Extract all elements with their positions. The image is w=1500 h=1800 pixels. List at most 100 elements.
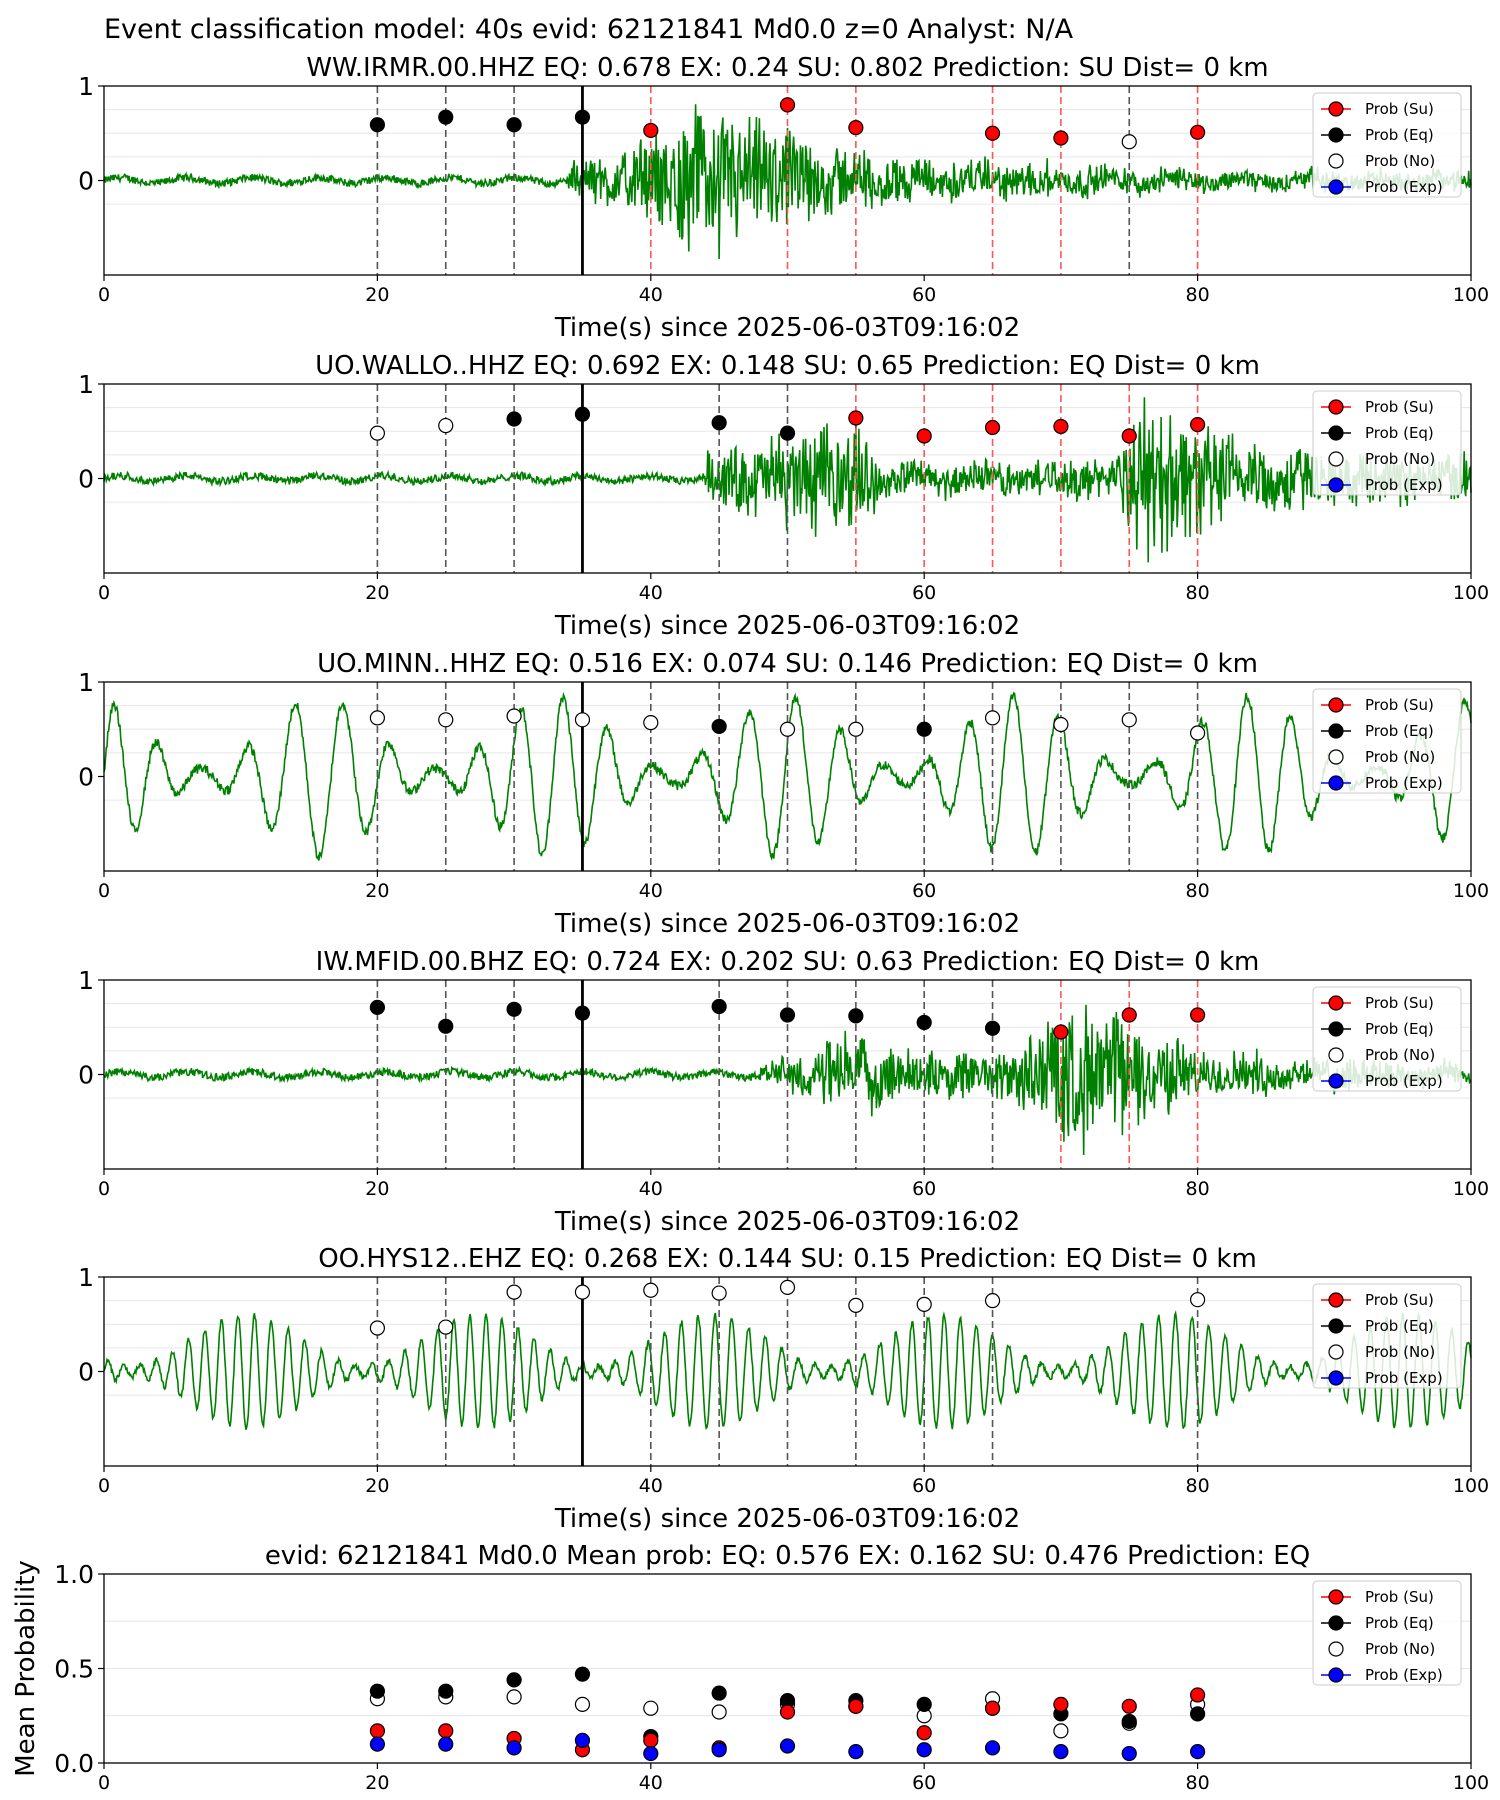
mean-point-no-30 <box>506 1689 522 1705</box>
y-tick-label: 0.0 <box>54 1749 94 1778</box>
x-tick-label: 0 <box>98 1178 110 1200</box>
prob-point-no-75 <box>1121 712 1137 728</box>
x-tick-label: 40 <box>639 582 663 604</box>
subplot-title: UO.WALLO..HHZ EQ: 0.692 EX: 0.148 SU: 0.… <box>315 351 1260 381</box>
x-tick-label: 100 <box>1453 1178 1489 1200</box>
subplot-4: IW.MFID.00.BHZ EQ: 0.724 EX: 0.202 SU: 0… <box>78 947 1489 1237</box>
mean-point-exp-65 <box>984 1740 1001 1756</box>
legend-label: Prob (Su) <box>1365 100 1434 118</box>
prob-point-eq-45 <box>711 415 727 431</box>
subplot-5: OO.HYS12..EHZ EQ: 0.268 EX: 0.144 SU: 0.… <box>78 1244 1489 1534</box>
mean-point-exp-60 <box>916 1742 932 1758</box>
legend-box <box>1312 986 1462 1092</box>
legend-marker <box>1328 477 1344 493</box>
y-tick-label: 0.5 <box>54 1655 94 1684</box>
prob-point-no-30 <box>506 1284 522 1300</box>
legend-label: Prob (Exp) <box>1365 1666 1443 1684</box>
x-axis-label: Time(s) since 2025-06-03T09:16:02 <box>554 1504 1020 1534</box>
prob-point-su-70 <box>1053 418 1069 435</box>
prob-point-su-70 <box>1053 130 1069 146</box>
prob-point-eq-60 <box>916 721 932 737</box>
y-tick-label: 0 <box>78 1061 94 1090</box>
prob-point-su-60 <box>916 428 932 444</box>
legend-marker <box>1328 1370 1344 1386</box>
prob-point-eq-20 <box>369 117 385 133</box>
prob-point-eq-25 <box>438 109 454 125</box>
mean-point-no-35 <box>574 1696 591 1713</box>
x-tick-label: 60 <box>912 1475 936 1497</box>
subplot-2: UO.WALLO..HHZ EQ: 0.692 EX: 0.148 SU: 0.… <box>78 351 1489 641</box>
legend-label: Prob (Su) <box>1365 1291 1434 1309</box>
legend-box <box>1312 1283 1462 1389</box>
x-tick-label: 20 <box>365 1772 389 1794</box>
legend-marker <box>1328 451 1344 467</box>
mean-point-exp-35 <box>574 1732 591 1748</box>
mean-point-exp-20 <box>369 1736 385 1752</box>
prob-point-su-65 <box>984 125 1001 141</box>
legend-marker <box>1328 1667 1344 1683</box>
waveform-trace <box>103 1309 1472 1430</box>
legend-marker <box>1328 425 1344 441</box>
x-tick-label: 80 <box>1186 880 1210 902</box>
legend-label: Prob (Exp) <box>1365 774 1443 792</box>
x-axis-label: Time(s) since 2025-06-03T09:16:02 <box>554 611 1020 641</box>
x-tick-label: 80 <box>1186 1772 1210 1794</box>
x-axis-label: Time(s) since 2025-06-03T09:16:02 <box>554 313 1020 343</box>
legend-marker <box>1328 101 1344 117</box>
x-axis-label: Time(s) since 2025-06-03T09:16:02 <box>554 909 1020 939</box>
x-tick-label: 0 <box>98 1475 110 1497</box>
legend-marker <box>1328 179 1344 195</box>
y-tick-label: 1 <box>78 370 94 399</box>
mean-point-su-20 <box>369 1723 385 1739</box>
legend: Prob (Su) Prob (Eq) Prob (No) Prob (Exp) <box>1312 688 1462 794</box>
prob-point-no-25 <box>438 417 454 434</box>
prob-point-no-20 <box>369 1320 385 1336</box>
legend-label: Prob (No) <box>1365 152 1435 170</box>
prob-point-eq-55 <box>848 1008 864 1024</box>
mean-point-no-40 <box>643 1700 659 1716</box>
x-tick-label: 20 <box>365 284 389 306</box>
mean-point-su-25 <box>438 1723 454 1739</box>
x-tick-label: 0 <box>98 880 110 902</box>
legend-label: Prob (Su) <box>1365 696 1434 714</box>
mean-point-su-40 <box>643 1732 659 1748</box>
x-tick-label: 20 <box>365 880 389 902</box>
prob-point-no-20 <box>369 425 385 441</box>
y-tick-label: 0 <box>78 465 94 494</box>
subplot-title: UO.MINN..HHZ EQ: 0.516 EX: 0.074 SU: 0.1… <box>317 649 1258 679</box>
legend-label: Prob (Su) <box>1365 398 1434 416</box>
x-tick-label: 60 <box>912 582 936 604</box>
prob-point-no-60 <box>916 1296 932 1313</box>
legend: Prob (Su) Prob (Eq) Prob (No) Prob (Exp) <box>1312 1283 1462 1389</box>
legend-label: Prob (Su) <box>1365 994 1434 1012</box>
mean-point-exp-50 <box>779 1738 796 1754</box>
prob-point-su-65 <box>984 419 1001 436</box>
x-tick-label: 100 <box>1453 1772 1489 1794</box>
mean-point-eq-80 <box>1189 1706 1206 1722</box>
prob-point-no-45 <box>711 1285 727 1301</box>
legend-box <box>1312 390 1462 496</box>
prob-point-no-40 <box>643 715 659 731</box>
x-tick-label: 0 <box>98 284 110 306</box>
mean-point-eq-35 <box>574 1666 591 1682</box>
prob-point-no-30 <box>506 708 522 724</box>
mean-point-exp-30 <box>506 1740 522 1756</box>
prob-point-no-50 <box>779 1279 796 1295</box>
legend: Prob (Su) Prob (Eq) Prob (No) Prob (Exp) <box>1312 92 1462 198</box>
prob-point-su-80 <box>1189 1007 1206 1023</box>
prob-point-su-40 <box>643 122 659 139</box>
legend-marker <box>1328 1021 1344 1037</box>
y-axis-label: Mean Probability <box>11 1560 41 1777</box>
y-tick-label: 1.0 <box>54 1560 94 1589</box>
x-tick-label: 40 <box>639 1772 663 1794</box>
x-tick-label: 20 <box>365 1475 389 1497</box>
mean-point-exp-80 <box>1189 1744 1206 1760</box>
mean-point-eq-20 <box>369 1683 385 1699</box>
x-tick-label: 20 <box>365 582 389 604</box>
subplot-3: UO.MINN..HHZ EQ: 0.516 EX: 0.074 SU: 0.1… <box>78 649 1489 939</box>
x-tick-label: 100 <box>1453 284 1489 306</box>
prob-point-eq-50 <box>779 1007 796 1023</box>
mean-point-su-80 <box>1189 1687 1206 1703</box>
x-tick-label: 40 <box>639 284 663 306</box>
x-tick-label: 80 <box>1186 284 1210 306</box>
